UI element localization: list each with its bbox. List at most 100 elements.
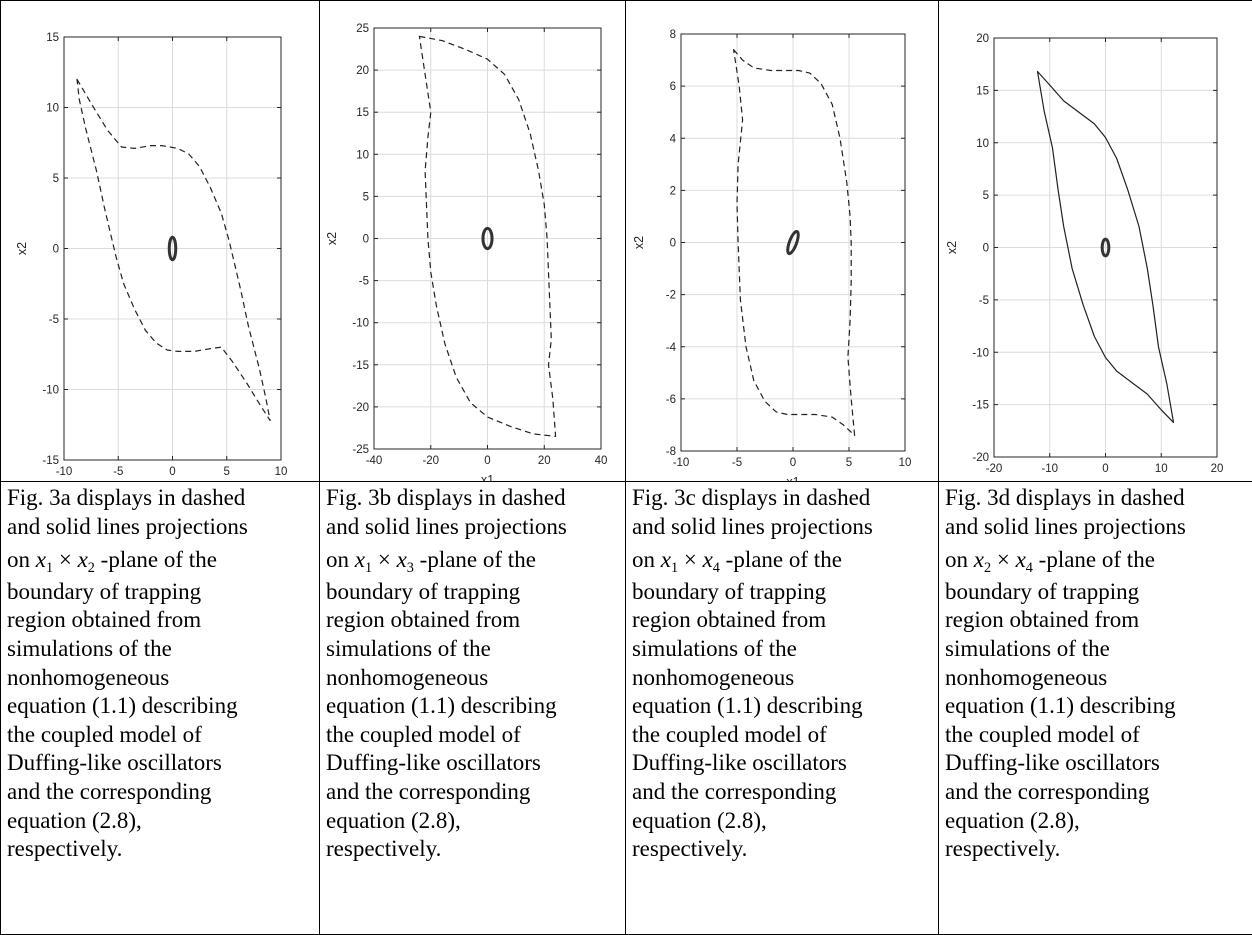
x-tick-label: 20 (1211, 463, 1224, 475)
caption-text: -plane of the (1039, 547, 1155, 572)
x-tick-label: 5 (846, 457, 852, 469)
times-symbol: × (997, 547, 1010, 572)
times-symbol: × (59, 547, 72, 572)
caption-text: on (945, 547, 968, 572)
y-tick-label: 5 (53, 173, 59, 185)
y-tick-label: -15 (972, 400, 989, 412)
y-tick-label: 4 (670, 133, 677, 145)
caption-line: equation (2.8), (632, 807, 934, 836)
caption-line: equation (1.1) describing (945, 692, 1248, 721)
caption-line: simulations of the (7, 635, 315, 664)
x-axis-label: x1 (786, 475, 799, 481)
caption-plane-line: on x2 × x4 -plane of the (945, 541, 1248, 578)
y-tick-label: 0 (983, 243, 989, 255)
math-variable: x1 (36, 547, 53, 572)
caption-text: on (632, 547, 655, 572)
x-tick-label: -5 (732, 457, 742, 469)
caption-line: boundary of trapping (7, 578, 315, 607)
caption-plane-line: on x1 × x3 -plane of the (326, 541, 621, 578)
caption-line: Fig. 3b displays in dashed (326, 484, 621, 513)
caption-line: Fig. 3c displays in dashed (632, 484, 934, 513)
y-tick-label: 2 (670, 185, 676, 197)
caption-line: region obtained from (945, 606, 1248, 635)
x-tick-label: 40 (595, 455, 608, 467)
caption-line: and solid lines projections (945, 513, 1248, 542)
y-axis-label: x2 (632, 236, 646, 249)
x-tick-label: 0 (790, 457, 796, 469)
y-tick-label: 0 (53, 244, 59, 256)
x-tick-label: -10 (1041, 463, 1058, 475)
caption-line: and solid lines projections (632, 513, 934, 542)
caption-line: respectively. (945, 835, 1248, 864)
captions-row: Fig. 3a displays in dashed and solid lin… (1, 482, 1252, 935)
caption-text: -plane of the (101, 547, 217, 572)
caption-plane-line: on x1 × x2 -plane of the (7, 541, 315, 578)
x-tick-label: -20 (986, 463, 1003, 475)
caption-text: -plane of the (420, 547, 536, 572)
caption-line: Duffing-like oscillators (632, 749, 934, 778)
y-tick-label: 8 (670, 29, 676, 41)
x-tick-label: 0 (169, 466, 175, 478)
caption-line: simulations of the (632, 635, 934, 664)
caption-line: boundary of trapping (326, 578, 621, 607)
caption-line: respectively. (326, 835, 621, 864)
caption-line: and solid lines projections (7, 513, 315, 542)
y-tick-label: -15 (42, 455, 59, 467)
math-variable: x2 (974, 547, 991, 572)
caption-text: -plane of the (726, 547, 842, 572)
x-tick-label: 0 (1102, 463, 1108, 475)
caption-line: region obtained from (632, 606, 934, 635)
y-tick-label: 25 (356, 23, 369, 35)
x-tick-label: -20 (422, 455, 439, 467)
caption-line: Fig. 3d displays in dashed (945, 484, 1248, 513)
y-tick-label: -20 (352, 402, 369, 414)
y-tick-label: 20 (356, 65, 369, 77)
y-axis-label: x2 (325, 232, 339, 245)
caption-plane-line: on x1 × x4 -plane of the (632, 541, 934, 578)
caption-line: Duffing-like oscillators (7, 749, 315, 778)
y-tick-label: -5 (359, 276, 369, 288)
caption-line: boundary of trapping (945, 578, 1248, 607)
caption-line: the coupled model of (945, 721, 1248, 750)
y-tick-label: 10 (46, 103, 59, 115)
caption-line: equation (1.1) describing (326, 692, 621, 721)
caption-line: nonhomogeneous (632, 664, 934, 693)
y-tick-label: -10 (352, 318, 369, 330)
caption-line: equation (1.1) describing (632, 692, 934, 721)
y-tick-label: -8 (666, 446, 676, 458)
y-tick-label: -15 (352, 360, 369, 372)
caption-3a: Fig. 3a displays in dashed and solid lin… (1, 482, 320, 935)
caption-line: boundary of trapping (632, 578, 934, 607)
math-variable: x4 (1016, 547, 1033, 572)
caption-line: and the corresponding (945, 778, 1248, 807)
y-axis-label: x2 (945, 241, 959, 254)
y-tick-label: 15 (356, 107, 369, 119)
y-tick-label: 5 (983, 190, 989, 202)
y-tick-label: 15 (46, 32, 59, 44)
caption-text: on (326, 547, 349, 572)
y-tick-label: 0 (363, 234, 369, 246)
caption-line: and solid lines projections (326, 513, 621, 542)
caption-line: equation (2.8), (326, 807, 621, 836)
times-symbol: × (684, 547, 697, 572)
y-tick-label: 6 (670, 81, 676, 93)
caption-line: nonhomogeneous (945, 664, 1248, 693)
math-variable: x3 (397, 547, 414, 572)
x-tick-label: 10 (275, 466, 288, 478)
caption-line: Duffing-like oscillators (945, 749, 1248, 778)
y-tick-label: -4 (666, 342, 677, 354)
x-tick-label: -5 (113, 466, 123, 478)
x-tick-label: -10 (56, 466, 73, 478)
math-variable: x2 (78, 547, 95, 572)
caption-3d: Fig. 3d displays in dashed and solid lin… (939, 482, 1252, 935)
